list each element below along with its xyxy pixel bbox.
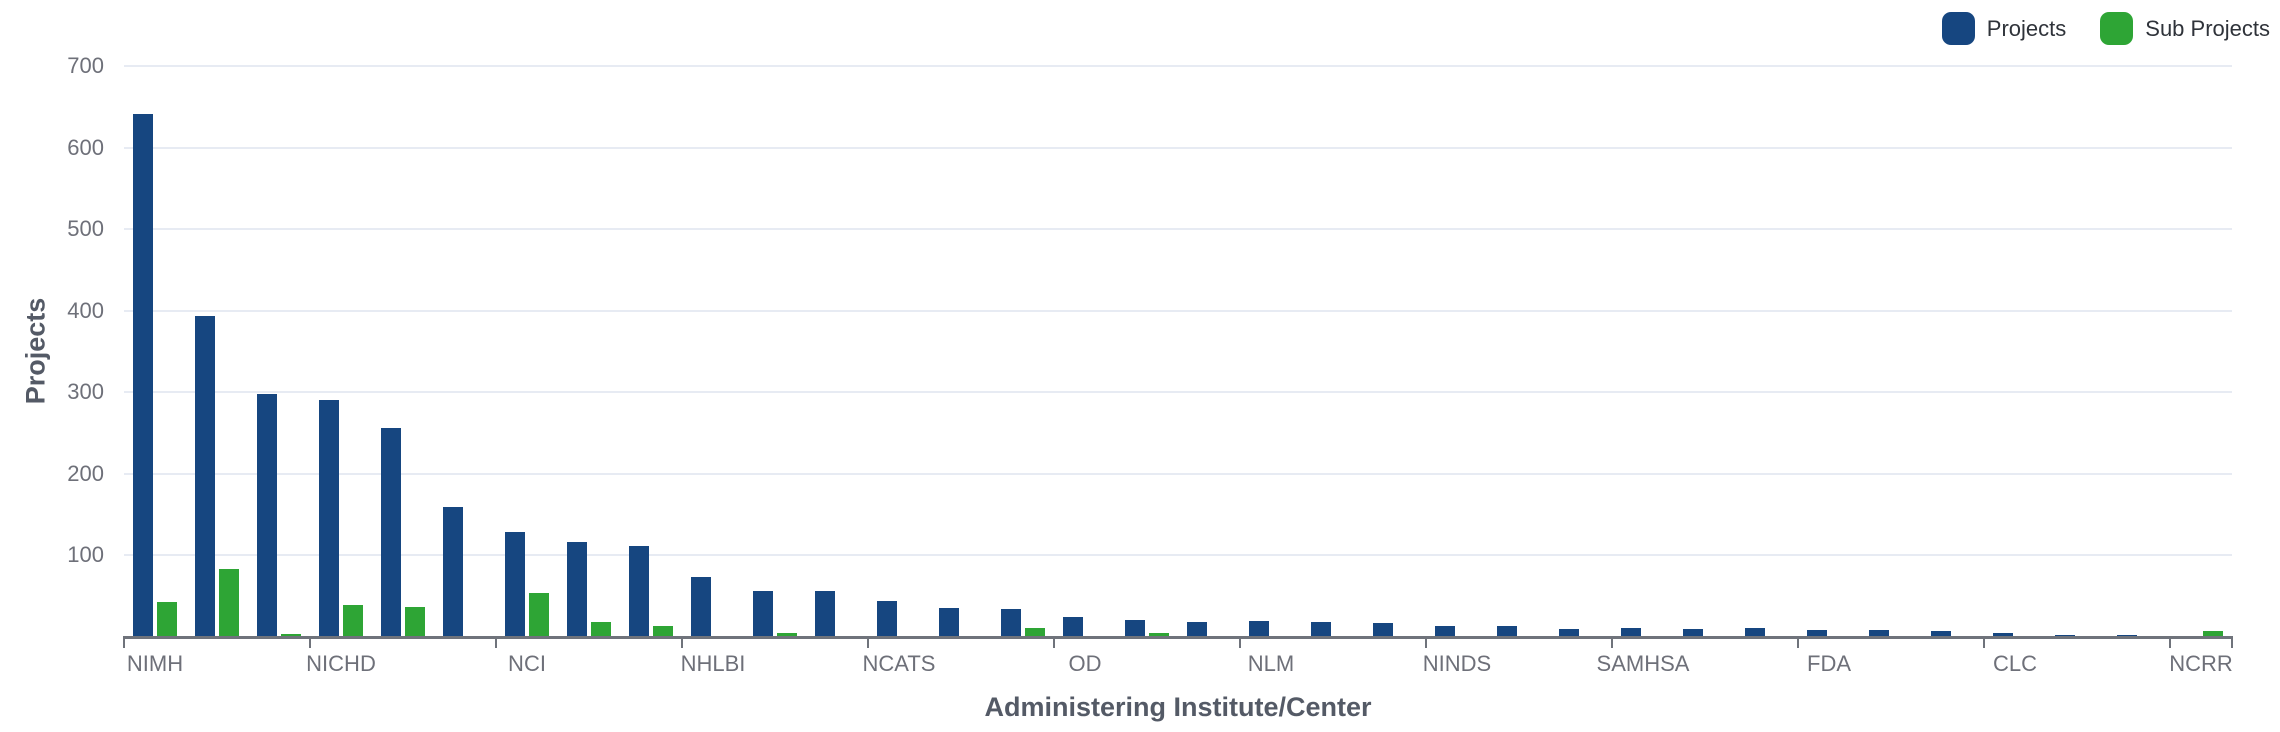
sub-projects-bar-NIMH[interactable] — [157, 602, 177, 637]
x-tick-label-FDA: FDA — [1807, 651, 1851, 676]
projects-bar-idx17[interactable] — [1187, 622, 1207, 637]
sub-projects-bar-idx10[interactable] — [777, 633, 797, 637]
projects-bar-NICHD[interactable] — [319, 400, 339, 637]
gridline-700 — [124, 65, 2232, 67]
projects-bar-NCI[interactable] — [505, 532, 525, 637]
sub-projects-bar-NCRR[interactable] — [2203, 631, 2223, 637]
projects-bar-idx13[interactable] — [939, 608, 959, 637]
sub-projects-bar-NCI[interactable] — [529, 593, 549, 637]
projects-bar-NCATS[interactable] — [877, 601, 897, 637]
y-tick-label-100: 100 — [67, 542, 104, 567]
projects-bar-idx7[interactable] — [567, 542, 587, 637]
y-tick-label-700: 700 — [67, 53, 104, 78]
gridline-300 — [124, 391, 2232, 393]
projects-bar-idx19[interactable] — [1311, 622, 1331, 637]
projects-bar-idx4[interactable] — [381, 428, 401, 637]
projects-swatch-icon — [1941, 12, 1975, 45]
y-tick-label-500: 500 — [67, 216, 104, 241]
x-tick-label-NCATS: NCATS — [862, 651, 936, 676]
legend: Projects Sub Projects — [1941, 12, 2270, 45]
y-axis-title: Projects — [20, 297, 51, 405]
x-axis-tick-1 — [309, 639, 311, 648]
projects-bar-idx1[interactable] — [195, 316, 215, 637]
projects-bar-NINDS[interactable] — [1435, 626, 1455, 637]
projects-bar-idx29[interactable] — [1931, 631, 1951, 637]
projects-bar-idx25[interactable] — [1683, 629, 1703, 637]
gridline-100 — [124, 554, 2232, 556]
projects-bar-idx10[interactable] — [753, 591, 773, 637]
x-axis-tick-12 — [2231, 639, 2233, 648]
x-axis-tick-0 — [123, 639, 125, 648]
projects-bar-idx2[interactable] — [257, 394, 277, 637]
sub-projects-bar-idx1[interactable] — [219, 569, 239, 637]
x-axis-tick-5 — [1053, 639, 1055, 648]
x-axis-tick-6 — [1239, 639, 1241, 648]
gridline-200 — [124, 473, 2232, 475]
sub-projects-bar-idx2[interactable] — [281, 634, 301, 637]
x-tick-label-NCRR: NCRR — [2169, 651, 2233, 676]
gridline-600 — [124, 147, 2232, 149]
x-tick-label-NINDS: NINDS — [1422, 651, 1492, 676]
gridline-500 — [124, 228, 2232, 230]
x-axis-tick-3 — [681, 639, 683, 648]
x-axis-tick-11 — [2169, 639, 2171, 648]
legend-item-sub-projects[interactable]: Sub Projects — [2100, 12, 2270, 45]
projects-bar-SAMHSA[interactable] — [1621, 628, 1641, 637]
sub-projects-bar-idx4[interactable] — [405, 607, 425, 637]
projects-bar-idx8[interactable] — [629, 546, 649, 637]
legend-label-projects: Projects — [1986, 15, 2067, 41]
x-axis-tick-4 — [867, 639, 869, 648]
projects-bar-idx5[interactable] — [443, 507, 463, 637]
projects-bar-idx14[interactable] — [1001, 609, 1021, 637]
x-axis-tick-7 — [1425, 639, 1427, 648]
sub-projects-bar-idx14[interactable] — [1025, 628, 1045, 637]
x-tick-label-NCI: NCI — [508, 651, 546, 676]
y-tick-label-300: 300 — [67, 379, 104, 404]
projects-bar-idx11[interactable] — [815, 591, 835, 637]
y-tick-label-600: 600 — [67, 135, 104, 160]
legend-item-projects[interactable]: Projects — [1941, 12, 2067, 45]
gridline-400 — [124, 310, 2232, 312]
x-tick-label-CLC: CLC — [1992, 651, 2038, 676]
sub-projects-bar-idx8[interactable] — [653, 626, 673, 637]
x-tick-label-SAMHSA: SAMHSA — [1596, 651, 1690, 676]
projects-bar-idx23[interactable] — [1559, 629, 1579, 637]
sub-projects-bar-NICHD[interactable] — [343, 605, 363, 637]
x-tick-label-NHLBI: NHLBI — [680, 651, 746, 676]
sub-projects-swatch-icon — [2100, 12, 2134, 45]
x-tick-label-NICHD: NICHD — [306, 651, 376, 676]
y-tick-label-400: 400 — [67, 298, 104, 323]
projects-bar-NLM[interactable] — [1249, 621, 1269, 637]
x-tick-label-OD: OD — [1068, 651, 1102, 676]
projects-bar-OD[interactable] — [1063, 617, 1083, 637]
projects-bar-idx20[interactable] — [1373, 623, 1393, 637]
y-tick-label-200: 200 — [67, 461, 104, 486]
projects-bar-NHLBI[interactable] — [691, 577, 711, 637]
projects-bar-idx22[interactable] — [1497, 626, 1517, 637]
x-axis-title: Administering Institute/Center — [984, 692, 1372, 722]
x-axis-tick-9 — [1797, 639, 1799, 648]
x-axis-tick-10 — [1983, 639, 1985, 648]
projects-bar-CLC[interactable] — [1993, 633, 2013, 637]
sub-projects-bar-idx16[interactable] — [1149, 633, 1169, 637]
x-axis-line — [123, 636, 2233, 639]
projects-bar-idx16[interactable] — [1125, 620, 1145, 637]
projects-bar-idx26[interactable] — [1745, 628, 1765, 637]
legend-label-sub-projects: Sub Projects — [2145, 15, 2270, 41]
projects-bar-idx28[interactable] — [1869, 630, 1889, 637]
sub-projects-bar-idx7[interactable] — [591, 622, 611, 637]
x-tick-label-NLM: NLM — [1247, 651, 1295, 676]
projects-bar-FDA[interactable] — [1807, 630, 1827, 637]
x-axis-tick-2 — [495, 639, 497, 648]
projects-bar-NIMH[interactable] — [133, 114, 153, 637]
x-axis-tick-8 — [1611, 639, 1613, 648]
x-tick-label-NIMH: NIMH — [126, 651, 184, 676]
